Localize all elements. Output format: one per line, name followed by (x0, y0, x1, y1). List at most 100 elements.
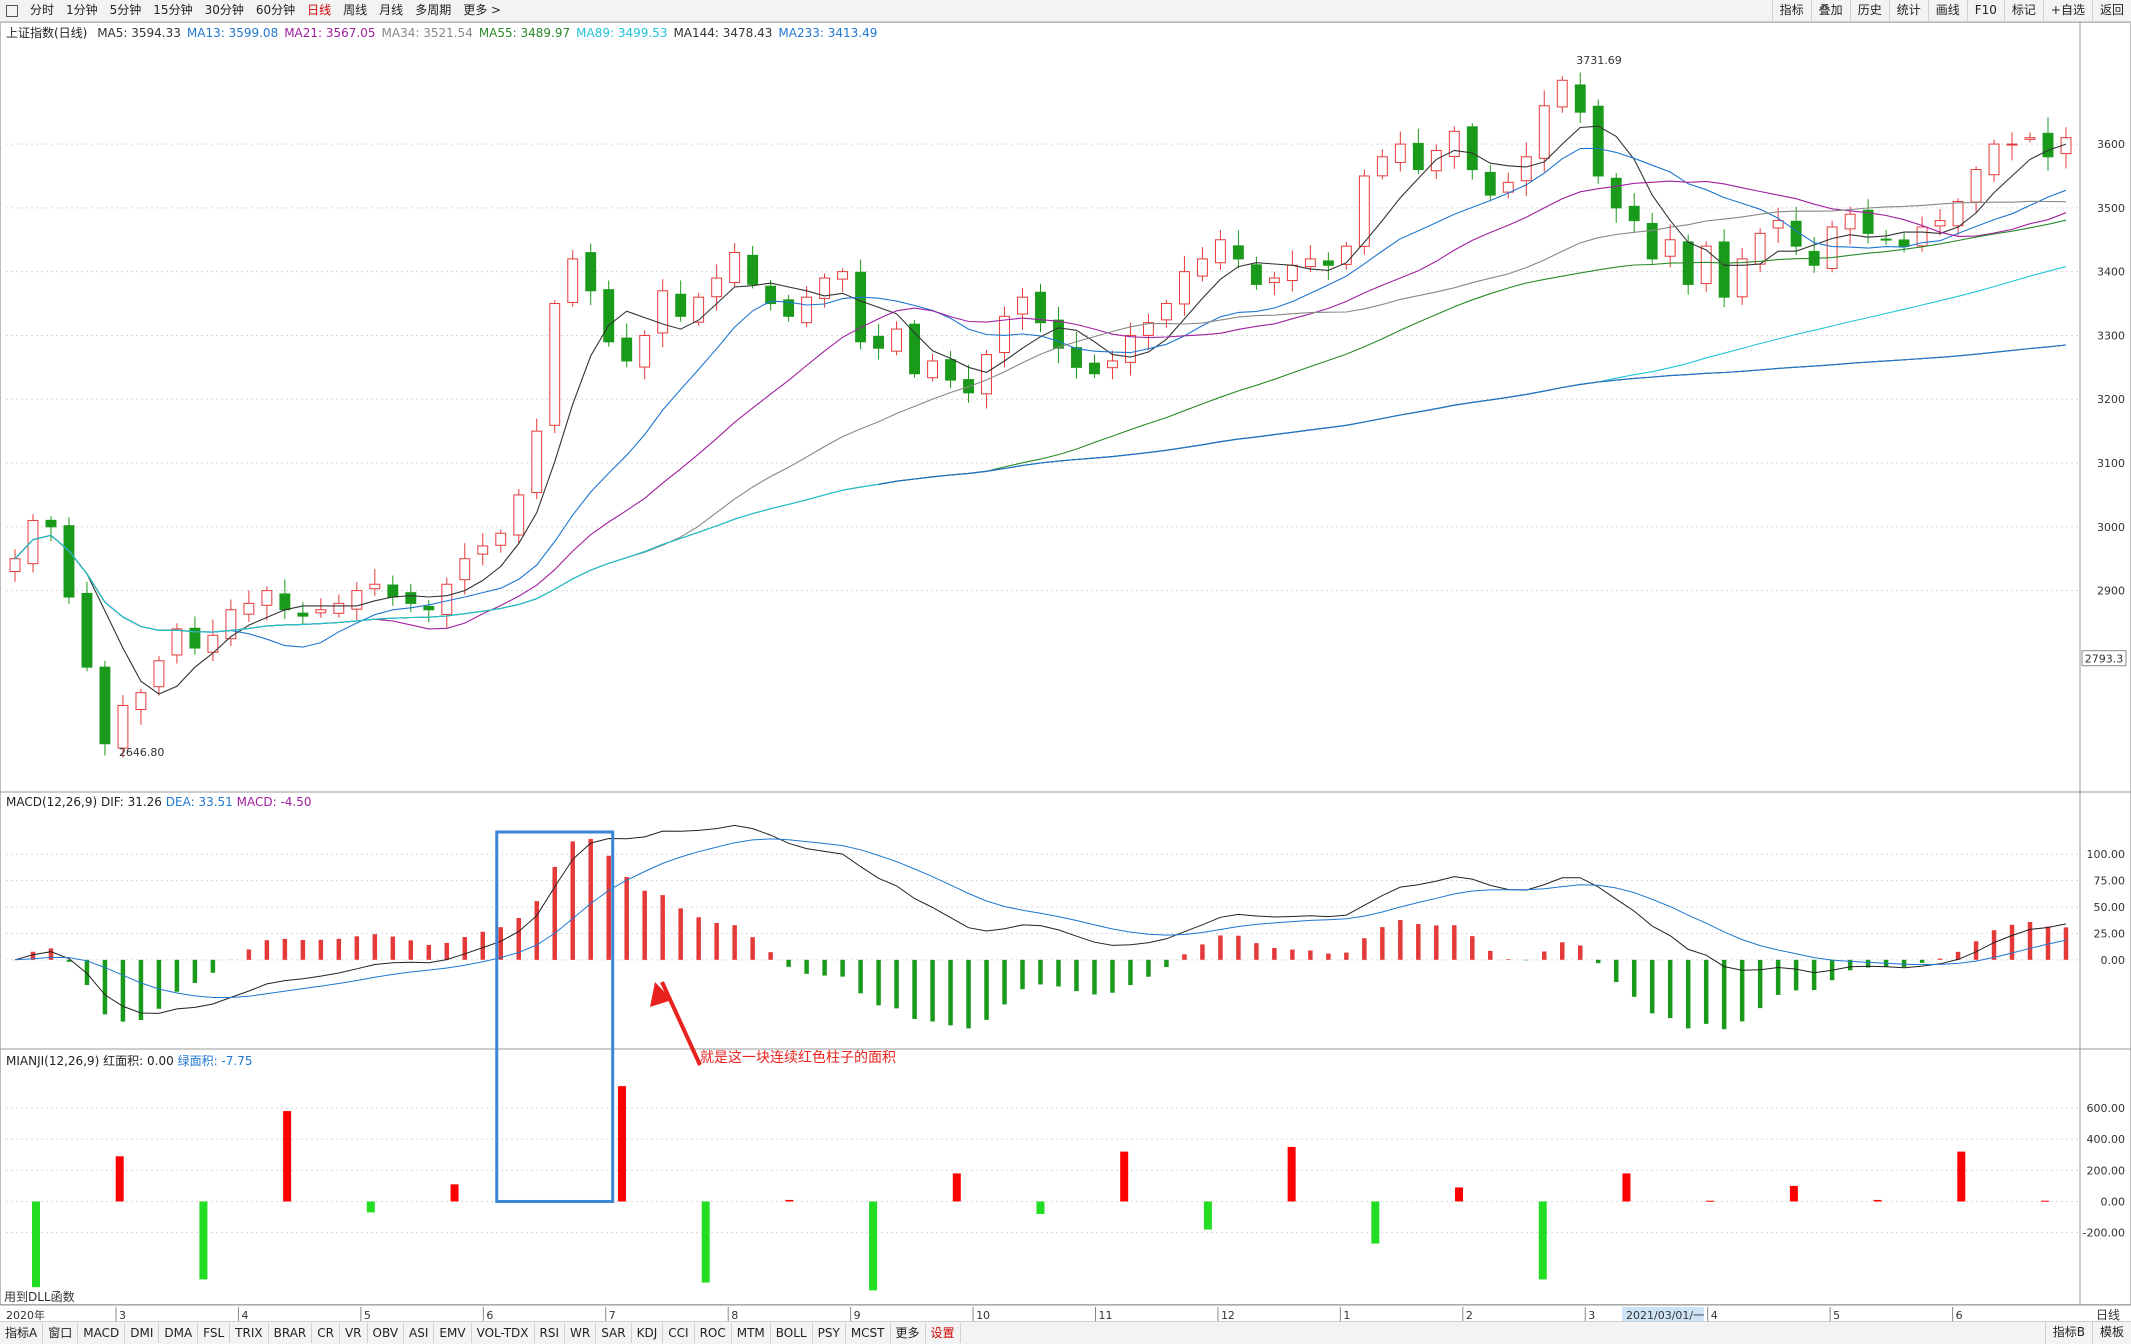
indicator-tab[interactable]: KDJ (632, 1323, 664, 1343)
indicator-tab[interactable]: MACD (78, 1323, 126, 1343)
mianji-bar (1622, 1173, 1631, 1202)
indicator-tab[interactable]: CR (312, 1323, 340, 1343)
indicator-tab[interactable]: BRAR (269, 1323, 313, 1343)
mianji-bar (785, 1199, 794, 1202)
candle (2042, 132, 2054, 158)
bottom-right-button[interactable]: 指标B (2044, 1322, 2092, 1344)
candle (2006, 143, 2018, 146)
candle (1035, 291, 1046, 324)
candle (657, 290, 669, 334)
ma-value: MA89: 3499.53 (576, 26, 668, 40)
toolbar-button[interactable]: +自选 (2042, 0, 2092, 21)
y-tick-label: 0.00 (2101, 1195, 2126, 1208)
period-tab[interactable]: 30分钟 (204, 3, 244, 17)
indicator-tab[interactable]: ROC (695, 1323, 732, 1343)
period-tab[interactable]: 1分钟 (66, 3, 98, 17)
toolbar-button[interactable]: 统计 (1888, 0, 1928, 21)
candle (1538, 105, 1550, 159)
indicator-tab[interactable]: MCST (846, 1323, 891, 1343)
mianji-bar (1873, 1199, 1882, 1202)
candle (207, 634, 219, 653)
toolbar-button[interactable]: 标记 (2003, 0, 2043, 21)
candle (1412, 142, 1424, 171)
macd-macd: MACD: -4.50 (236, 795, 312, 809)
toolbar: 分时 1分钟 5分钟 15分钟 30分钟 60分钟 日线 周线 月线 多周期 更多 > 指标 叠加 历史… (0, 0, 2131, 22)
candle (189, 627, 201, 649)
ma-line (14, 147, 2067, 648)
period-tab[interactable]: 日线 (307, 3, 332, 17)
indicator-tab[interactable]: VOL-TDX (472, 1323, 535, 1343)
month-label: 2 (1466, 1309, 1473, 1321)
candle (1232, 245, 1244, 260)
candle (693, 296, 705, 323)
toolbar-button[interactable]: 返回 (2091, 0, 2131, 21)
low-label: 2646.80 (119, 746, 165, 759)
candle (1196, 258, 1208, 277)
indicator-tab[interactable]: WR (565, 1323, 597, 1343)
mianji-bar (1957, 1151, 1966, 1202)
period-tab[interactable]: 月线 (379, 3, 404, 17)
indicator-tab[interactable]: OBV (368, 1323, 405, 1343)
indicator-tab[interactable]: TRIX (230, 1323, 269, 1343)
candle (1376, 156, 1388, 177)
window-icon[interactable] (6, 4, 18, 17)
toolbar-button[interactable]: 画线 (1927, 0, 1967, 21)
candle (99, 666, 111, 745)
indicator-tab[interactable]: MTM (732, 1323, 771, 1343)
indicator-tab[interactable]: VR (340, 1323, 368, 1343)
annotation-arrow (660, 981, 702, 1066)
candle (1664, 239, 1676, 257)
candle (81, 592, 93, 668)
toolbar-button[interactable]: 指标 (1771, 0, 1811, 21)
indicator-tab[interactable]: EMV (434, 1323, 472, 1343)
y-tick-label: 2900 (2097, 585, 2125, 598)
bottom-right-button[interactable]: 模板 (2091, 1322, 2131, 1344)
indicator-tab[interactable]: FSL (198, 1323, 231, 1343)
indicator-tab[interactable]: 设置 (926, 1323, 961, 1343)
candle (1214, 239, 1226, 264)
candle (1736, 258, 1748, 298)
indicator-tab[interactable]: CCI (663, 1323, 695, 1343)
indicator-tab[interactable]: 窗口 (43, 1323, 79, 1343)
mianji-bar (450, 1184, 459, 1202)
dea-line (14, 838, 2067, 998)
candle (2024, 137, 2036, 140)
candle (1520, 156, 1532, 182)
indicator-tab[interactable]: DMA (159, 1323, 199, 1343)
candle (351, 590, 363, 610)
candle (1628, 205, 1640, 222)
mianji-bar (1538, 1201, 1547, 1280)
indicator-tab[interactable]: PSY (813, 1323, 846, 1343)
candle (1089, 362, 1100, 375)
month-label: 3 (119, 1309, 126, 1321)
period-tab[interactable]: 5分钟 (109, 3, 142, 17)
toolbar-button[interactable]: 叠加 (1810, 0, 1850, 21)
period-tab[interactable]: 15分钟 (153, 3, 193, 17)
toolbar-button[interactable]: 历史 (1849, 0, 1889, 21)
period-tab[interactable]: 60分钟 (255, 3, 296, 17)
month-label: 4 (241, 1309, 248, 1321)
indicator-tab[interactable]: RSI (535, 1323, 566, 1343)
toolbar-button[interactable]: F10 (1966, 0, 2004, 21)
candle (459, 558, 471, 581)
indicator-tab[interactable]: ASI (404, 1323, 435, 1343)
dif-line (14, 824, 2067, 1014)
chart-area[interactable]: 2900 3000 3100 3200 3300 3400 3500 3600 3731.69 2… (0, 22, 2131, 1321)
period-tab[interactable]: 更多 > (463, 3, 502, 17)
candle (1772, 220, 1784, 229)
y-tick-label: 50.00 (2094, 901, 2126, 914)
month-label: 11 (1099, 1309, 1113, 1321)
indicator-tab[interactable]: 更多 (891, 1323, 926, 1343)
indicator-tab[interactable]: SAR (596, 1323, 632, 1343)
period-tab[interactable]: 多周期 (415, 3, 452, 17)
month-label: 12 (1221, 1309, 1235, 1321)
macd-info-line: MACD(12,26,9) DIF: 31.26 DEA: 33.51 MACD… (6, 795, 312, 809)
mianji-title: MIANJI(12,26,9) (6, 1054, 100, 1068)
candle (765, 285, 777, 305)
period-tab[interactable]: 分时 (30, 3, 55, 17)
indicator-tab[interactable]: 指标A (0, 1323, 44, 1343)
period-tab[interactable]: 周线 (343, 3, 368, 17)
indicator-tab[interactable]: DMI (125, 1323, 160, 1343)
indicator-tab[interactable]: BOLL (771, 1323, 813, 1343)
candle (1143, 322, 1154, 336)
